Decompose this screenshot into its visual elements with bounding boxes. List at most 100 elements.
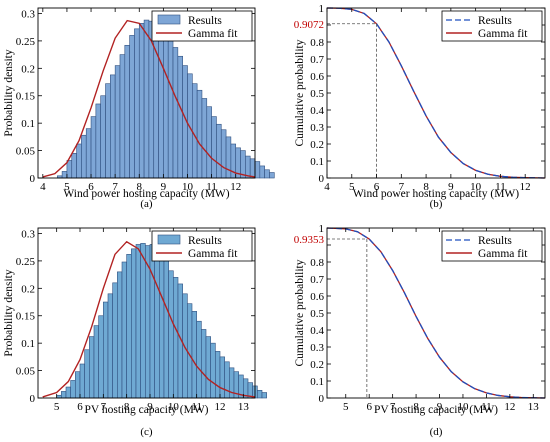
y-axis-label: Probability density <box>3 49 15 136</box>
x-tick-label: 4 <box>324 181 330 193</box>
legend-results-label: Results <box>188 235 222 247</box>
x-tick-label: 10 <box>168 401 180 413</box>
histogram-bar <box>93 325 99 399</box>
histogram-bar <box>81 134 87 179</box>
histogram-bar <box>114 65 121 179</box>
y-tick-label: 0.7 <box>310 54 324 66</box>
histogram-bar <box>61 391 67 399</box>
y-tick-label: 0.8 <box>310 257 324 269</box>
x-tick-label: 10 <box>470 181 482 193</box>
histogram-bar <box>89 336 95 399</box>
x-tick-label: 12 <box>230 181 241 193</box>
histogram-bar <box>168 270 174 399</box>
x-axis-label: Wind power hosting capacity (MW) <box>353 188 519 200</box>
x-tick-label: 8 <box>423 181 429 193</box>
legend-results-label: Results <box>478 15 512 27</box>
histogram-bar <box>129 35 135 179</box>
x-tick-label: 5 <box>64 181 70 193</box>
legend-gamma-label: Gamma fit <box>478 248 528 260</box>
x-tick-label: 6 <box>374 181 380 193</box>
histogram-bar <box>84 349 90 399</box>
histogram-bar <box>85 128 92 179</box>
histogram-bar <box>224 361 230 399</box>
histogram-bar <box>215 351 221 399</box>
x-tick-label: 12 <box>504 401 515 413</box>
histogram-bar <box>201 329 207 399</box>
histogram-bar <box>159 254 165 399</box>
x-tick-label: 13 <box>528 401 540 413</box>
y-tick-label: 0 <box>30 393 36 405</box>
y-axis-label: Cumulative probability <box>294 39 306 146</box>
y-tick-label: 0.7 <box>310 274 324 286</box>
x-tick-label: 5 <box>54 401 60 413</box>
chart-panel-d: 0.9353 5 6 7 8 9 10 11 12 13 0 0.1 0.2 0.3 0.4 0.5 0.6 0.… <box>294 223 546 438</box>
x-tick-label: 8 <box>137 181 143 193</box>
x-tick-label: 13 <box>238 401 250 413</box>
legend-box <box>441 10 543 42</box>
x-tick-label: 9 <box>161 181 167 193</box>
y-tick-label: 0.15 <box>16 91 36 103</box>
y-tick-label: 0.2 <box>21 63 35 75</box>
histogram-bar <box>211 116 217 179</box>
y-tick-label: 0.2 <box>310 139 324 151</box>
x-tick-label: 7 <box>390 401 396 413</box>
histogram-bar <box>70 380 76 399</box>
histogram-bar <box>117 271 123 399</box>
y-tick-label: 0.15 <box>16 311 36 323</box>
histogram-bar <box>107 293 113 399</box>
histogram-bar <box>254 161 261 179</box>
histogram-bar <box>100 95 106 179</box>
histogram-bar <box>257 390 263 399</box>
histogram-bar <box>192 83 198 179</box>
results-cdf-line <box>326 7 546 179</box>
histogram-bar <box>131 248 137 399</box>
histogram-bar <box>143 19 150 179</box>
y-tick-label: 0.1 <box>21 338 35 350</box>
y-tick-label: 0.6 <box>310 291 324 303</box>
y-tick-label: 1 <box>319 3 325 15</box>
panel-caption: (b) <box>430 198 443 210</box>
x-tick-label: 9 <box>147 401 153 413</box>
axes-box <box>37 7 256 179</box>
x-tick-label: 9 <box>437 401 443 413</box>
marker-value-label: 0.9072 <box>294 19 324 31</box>
histogram-bar <box>138 23 145 179</box>
x-tick-label: 7 <box>101 401 107 413</box>
histogram-bar <box>66 160 73 179</box>
histogram-bar <box>177 55 183 179</box>
histogram-bar <box>206 106 212 179</box>
x-tick-label: 11 <box>481 401 492 413</box>
x-tick-label: 11 <box>206 181 217 193</box>
histogram-bar <box>259 165 265 179</box>
y-tick-label: 0.3 <box>21 8 35 20</box>
x-tick-label: 11 <box>191 401 202 413</box>
histogram-bar <box>98 315 104 399</box>
y-axis-label: Probability density <box>3 269 15 356</box>
y-tick-label: 0 <box>30 173 36 185</box>
y-axis-label: Cumulative probability <box>294 259 306 366</box>
legend-gamma-label: Gamma fit <box>188 248 238 260</box>
chart-panel-a: 4 5 6 7 8 9 10 11 12 0 0.05 0.1 0.15 0.2 0.25 0.3 Wind p… <box>3 7 275 210</box>
histogram-bar <box>71 153 77 179</box>
y-tick-label: 0.8 <box>310 37 324 49</box>
x-tick-label: 9 <box>448 181 454 193</box>
panel-caption: (d) <box>430 426 443 438</box>
histogram-bar <box>140 243 146 399</box>
histogram-bars <box>56 19 275 179</box>
marker-value-label: 0.9353 <box>294 234 325 246</box>
histogram-bar <box>65 386 71 399</box>
y-tick-label: 0.05 <box>16 146 36 158</box>
gamma-fit-curve <box>42 19 256 178</box>
histogram-bar <box>249 158 256 179</box>
histogram-bar <box>182 293 188 399</box>
x-tick-label: 6 <box>88 181 94 193</box>
x-axis-label: PV hosting capacity (MW) <box>374 404 498 416</box>
histogram-bar <box>264 169 270 179</box>
y-tick-label: 0 <box>319 393 325 405</box>
y-tick-label: 0.25 <box>16 256 36 268</box>
panel-caption: (c) <box>140 426 153 438</box>
histogram-bar <box>135 244 141 399</box>
